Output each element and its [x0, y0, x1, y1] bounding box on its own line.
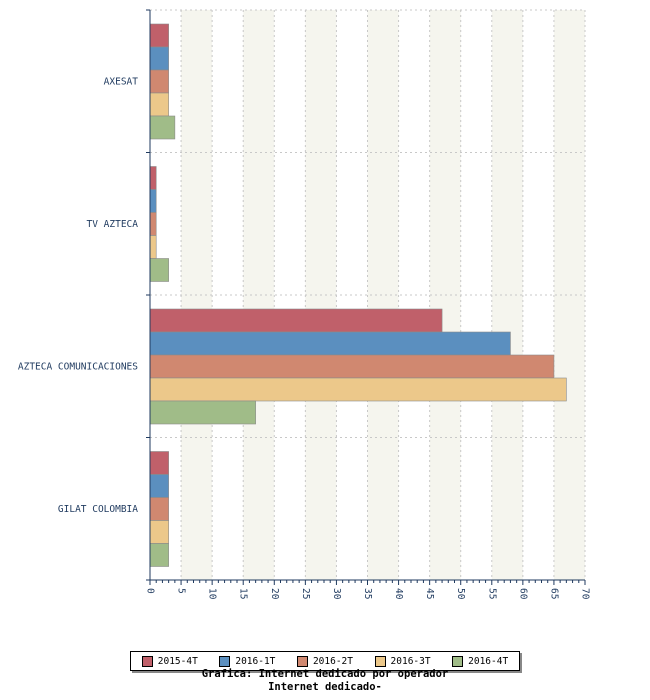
x-tick-label: 5 [176, 588, 187, 594]
bar [149, 235, 157, 259]
legend-swatch [452, 655, 464, 667]
legend-item: 2016-2T [296, 655, 353, 667]
bar [149, 258, 169, 282]
bar [149, 474, 169, 498]
x-tick-label: 70 [580, 588, 591, 600]
legend: 2015-4T 2016-1T 2016-2T 2016-3T 2016-4T [130, 651, 520, 671]
chart-caption-line-2: Internet dedicado- [268, 681, 382, 693]
bar [149, 166, 157, 190]
x-tick-label: 10 [207, 588, 218, 600]
x-tick-label: 30 [331, 588, 342, 600]
legend-item: 2016-3T [374, 655, 431, 667]
background-band [367, 10, 399, 580]
gridlines [150, 9, 586, 581]
legend-swatch [296, 655, 308, 667]
legend-swatch [374, 655, 386, 667]
category-label: TV AZTECA [87, 219, 139, 230]
bar [149, 354, 555, 379]
bar [149, 400, 256, 425]
legend-label: 2015-4T [157, 655, 198, 667]
legend-label: 2016-1T [235, 655, 276, 667]
x-tick-label: 35 [362, 588, 373, 599]
legend-label: 2016-2T [312, 655, 353, 667]
bar [149, 497, 169, 521]
x-tick-label: 15 [238, 588, 249, 599]
x-tick-label: 20 [269, 588, 280, 600]
bar [149, 115, 176, 140]
bar [149, 46, 169, 71]
category-label: GILAT COLOMBIA [58, 504, 138, 515]
legend-item: 2016-1T [219, 655, 276, 667]
bar [149, 189, 157, 213]
x-tick-label: 55 [486, 588, 497, 599]
legend-label: 2016-3T [390, 655, 431, 667]
bar [149, 451, 169, 475]
x-tick-label: 45 [424, 588, 435, 599]
bar [149, 331, 511, 356]
background-band [553, 10, 585, 580]
bar [149, 69, 169, 94]
bar [149, 520, 169, 544]
axes [146, 9, 586, 585]
chart-caption-line-1: Grafica: Internet dedicado por operador [201, 668, 449, 680]
bars [149, 23, 567, 567]
background-band [243, 10, 275, 580]
category-label: AZTECA COMUNICACIONES [18, 361, 138, 372]
bar [149, 543, 169, 567]
category-labels: AXESAT TV AZTECA AZTECA COMUNICACIONES GILA… [18, 76, 138, 515]
x-tick-label: 40 [393, 588, 404, 600]
bar [149, 212, 157, 236]
x-tick-label: 50 [455, 588, 466, 600]
legend-swatch [141, 655, 153, 667]
x-tick-label: 60 [517, 588, 528, 600]
category-label: AXESAT [104, 76, 139, 87]
legend-item: 2016-4T [452, 655, 509, 667]
legend-swatch [219, 655, 231, 667]
x-tick-label: 25 [300, 588, 311, 599]
x-tick-label: 0 [145, 588, 156, 594]
bar [149, 377, 567, 402]
x-tick-labels: 0 5 10 15 20 25 30 35 40 45 50 55 60 65 70 [145, 588, 591, 600]
bar [149, 23, 169, 48]
x-tick-label: 65 [548, 588, 559, 599]
legend-item: 2015-4T [141, 655, 198, 667]
bar [149, 308, 443, 333]
bar [149, 92, 169, 117]
legend-label: 2016-4T [468, 655, 509, 667]
